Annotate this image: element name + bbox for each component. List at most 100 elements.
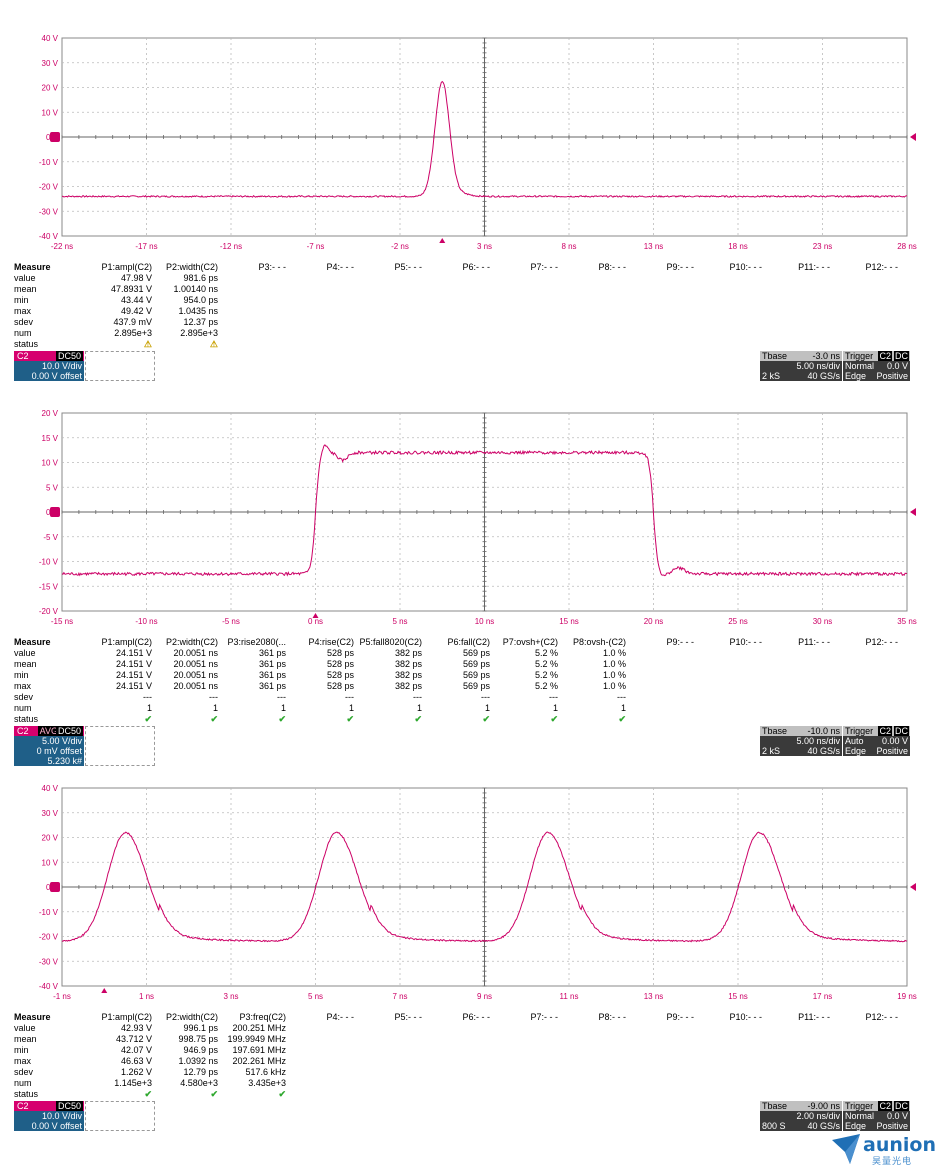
measure-value: 49.42 V [120, 306, 152, 316]
measure-header-row: Measure P1:ampl(C2) P2:width(C2) P3:rise208… [14, 637, 914, 648]
x-tick-label: 3 ns [223, 992, 238, 1001]
trigger-level-marker[interactable] [910, 508, 916, 516]
param-header[interactable]: P4:rise(C2) [308, 637, 354, 647]
param-header[interactable]: P1:ampl(C2) [101, 262, 152, 272]
x-tick-label: -2 ns [391, 242, 409, 251]
param-header[interactable]: P8:- - - [598, 262, 626, 272]
param-header[interactable]: P3:- - - [258, 262, 286, 272]
measure-value: 1 [212, 703, 218, 713]
trigger-position-marker[interactable] [101, 988, 108, 993]
measure-row: num 1.145e+3 4.580e+3 3.435e+3 [14, 1078, 914, 1089]
param-header[interactable]: P9:- - - [666, 262, 694, 272]
trigger-header[interactable]: Trigger C2 DC [843, 351, 910, 361]
empty-descriptor-slot[interactable] [85, 351, 155, 381]
param-header[interactable]: P12:- - - [865, 1012, 898, 1022]
measure-row: max 24.151 V 20.0051 ns 361 ps 528 ps 382 ps 5… [14, 681, 914, 692]
measure-header-row: Measure P1:ampl(C2) P2:width(C2) P3:- - - P4… [14, 262, 914, 273]
param-header[interactable]: P8:ovsh-(C2) [572, 637, 626, 647]
trigger-position-marker[interactable] [312, 613, 319, 618]
param-header[interactable]: P8:- - - [598, 1012, 626, 1022]
sample-count: 2 kS [762, 746, 781, 756]
status-ok-icon: ✔ [346, 714, 354, 724]
trigger-header[interactable]: Trigger C2 DC [843, 1101, 910, 1111]
param-header[interactable]: P5:- - - [394, 262, 422, 272]
trigger-coupling: DC [894, 351, 909, 361]
param-header[interactable]: P10:- - - [729, 262, 762, 272]
param-header[interactable]: P3:freq(C2) [239, 1012, 286, 1022]
tbase-header[interactable]: Tbase -9.00 ns [760, 1101, 842, 1111]
param-header[interactable]: P3:rise2080(... [227, 637, 286, 647]
trigger-level-marker[interactable] [910, 883, 916, 891]
tbase-title: Tbase [762, 1101, 788, 1111]
param-header[interactable]: P6:- - - [462, 1012, 490, 1022]
param-header[interactable]: P9:- - - [666, 637, 694, 647]
param-header[interactable]: P12:- - - [865, 262, 898, 272]
tbase-header[interactable]: Tbase -3.0 ns [760, 351, 842, 361]
measure-value: 47.8931 V [110, 284, 152, 294]
channel-marker[interactable] [50, 507, 60, 517]
channel-tag[interactable]: C2 DC50 [14, 1101, 84, 1111]
param-header[interactable]: P1:ampl(C2) [101, 637, 152, 647]
channel-tag[interactable]: C2 AVG DC50 [14, 726, 84, 736]
param-header[interactable]: P12:- - - [865, 637, 898, 647]
sample-rate: 40 GS/s [807, 746, 840, 756]
status-warning-icon: ⚠ [143, 339, 152, 349]
param-header[interactable]: P11:- - - [798, 637, 830, 647]
x-tick-label: 30 ns [813, 617, 833, 626]
param-header[interactable]: P2:width(C2) [165, 637, 218, 647]
y-tick-label: 20 V [42, 409, 59, 418]
param-header[interactable]: P5:fall8020(C2) [359, 637, 422, 647]
timebase-trigger-box[interactable]: Tbase -3.0 ns Trigger C2 DC 5.00 ns/div 2… [760, 351, 910, 387]
param-header[interactable]: P9:- - - [666, 1012, 694, 1022]
empty-descriptor-slot[interactable] [85, 1101, 155, 1131]
measure-value: 998.75 ps [178, 1034, 218, 1044]
timebase-trigger-box[interactable]: Tbase -10.0 ns Trigger C2 DC 5.00 ns/div … [760, 726, 910, 762]
measure-row: status ✔ ✔ ✔ ✔ ✔ ✔ ✔ ✔ [14, 714, 914, 725]
param-header[interactable]: P6:- - - [462, 262, 490, 272]
tbase-delay: -3.0 ns [812, 351, 840, 361]
scope-panel-3: 40 V30 V20 V10 V0 V-10 V-20 V-30 V-40 V-… [0, 750, 939, 1131]
measure-row: min 24.151 V 20.0051 ns 361 ps 528 ps 382 ps 5… [14, 670, 914, 681]
measure-row: min 42.07 V 946.9 ps 197.691 MHz [14, 1045, 914, 1056]
channel-marker[interactable] [50, 882, 60, 892]
measure-value: 5.2 % [534, 670, 558, 680]
tbase-body: 5.00 ns/div 2 kS 40 GS/s [760, 736, 842, 756]
trigger-position-marker[interactable] [439, 238, 446, 243]
tbase-title: Tbase [762, 726, 788, 736]
param-header[interactable]: P10:- - - [729, 1012, 762, 1022]
channel-setting-line: 0 mV offset [36, 746, 82, 756]
measure-value: 20.0051 ns [173, 659, 218, 669]
row-label: num [14, 328, 32, 338]
param-header[interactable]: P7:- - - [530, 262, 558, 272]
y-tick-label: 15 V [42, 434, 59, 443]
param-header[interactable]: P7:ovsh+(C2) [502, 637, 558, 647]
channel-label: C2 [17, 1101, 29, 1111]
empty-descriptor-slot[interactable] [85, 726, 155, 766]
tbase-header[interactable]: Tbase -10.0 ns [760, 726, 842, 736]
channel-marker[interactable] [50, 132, 60, 142]
param-header[interactable]: P11:- - - [798, 1012, 830, 1022]
param-header[interactable]: P7:- - - [530, 1012, 558, 1022]
param-header[interactable]: P4:- - - [326, 262, 354, 272]
channel-settings: 10.0 V/div 0.00 V offset [14, 1111, 84, 1131]
param-header[interactable]: P5:- - - [394, 1012, 422, 1022]
trigger-header[interactable]: Trigger C2 DC [843, 726, 910, 736]
row-label: sdev [14, 317, 34, 327]
channel-settings: 10.0 V/div 0.00 V offset [14, 361, 84, 381]
measure-value: 361 ps [258, 648, 286, 658]
param-header[interactable]: P6:fall(C2) [447, 637, 490, 647]
y-tick-label: 10 V [42, 459, 59, 468]
param-header[interactable]: P10:- - - [729, 637, 762, 647]
y-tick-label: -10 V [39, 558, 59, 567]
timebase-trigger-box[interactable]: Tbase -9.00 ns Trigger C2 DC 2.00 ns/div … [760, 1101, 910, 1137]
measure-value: 1.0435 ns [178, 306, 218, 316]
param-header[interactable]: P2:width(C2) [165, 262, 218, 272]
trigger-level-marker[interactable] [910, 133, 916, 141]
param-header[interactable]: P4:- - - [326, 1012, 354, 1022]
channel-tag[interactable]: C2 DC50 [14, 351, 84, 361]
param-header[interactable]: P2:width(C2) [165, 1012, 218, 1022]
param-header[interactable]: P11:- - - [798, 262, 830, 272]
measure-value: 528 ps [326, 648, 354, 658]
y-tick-label: 20 V [42, 834, 59, 843]
param-header[interactable]: P1:ampl(C2) [101, 1012, 152, 1022]
